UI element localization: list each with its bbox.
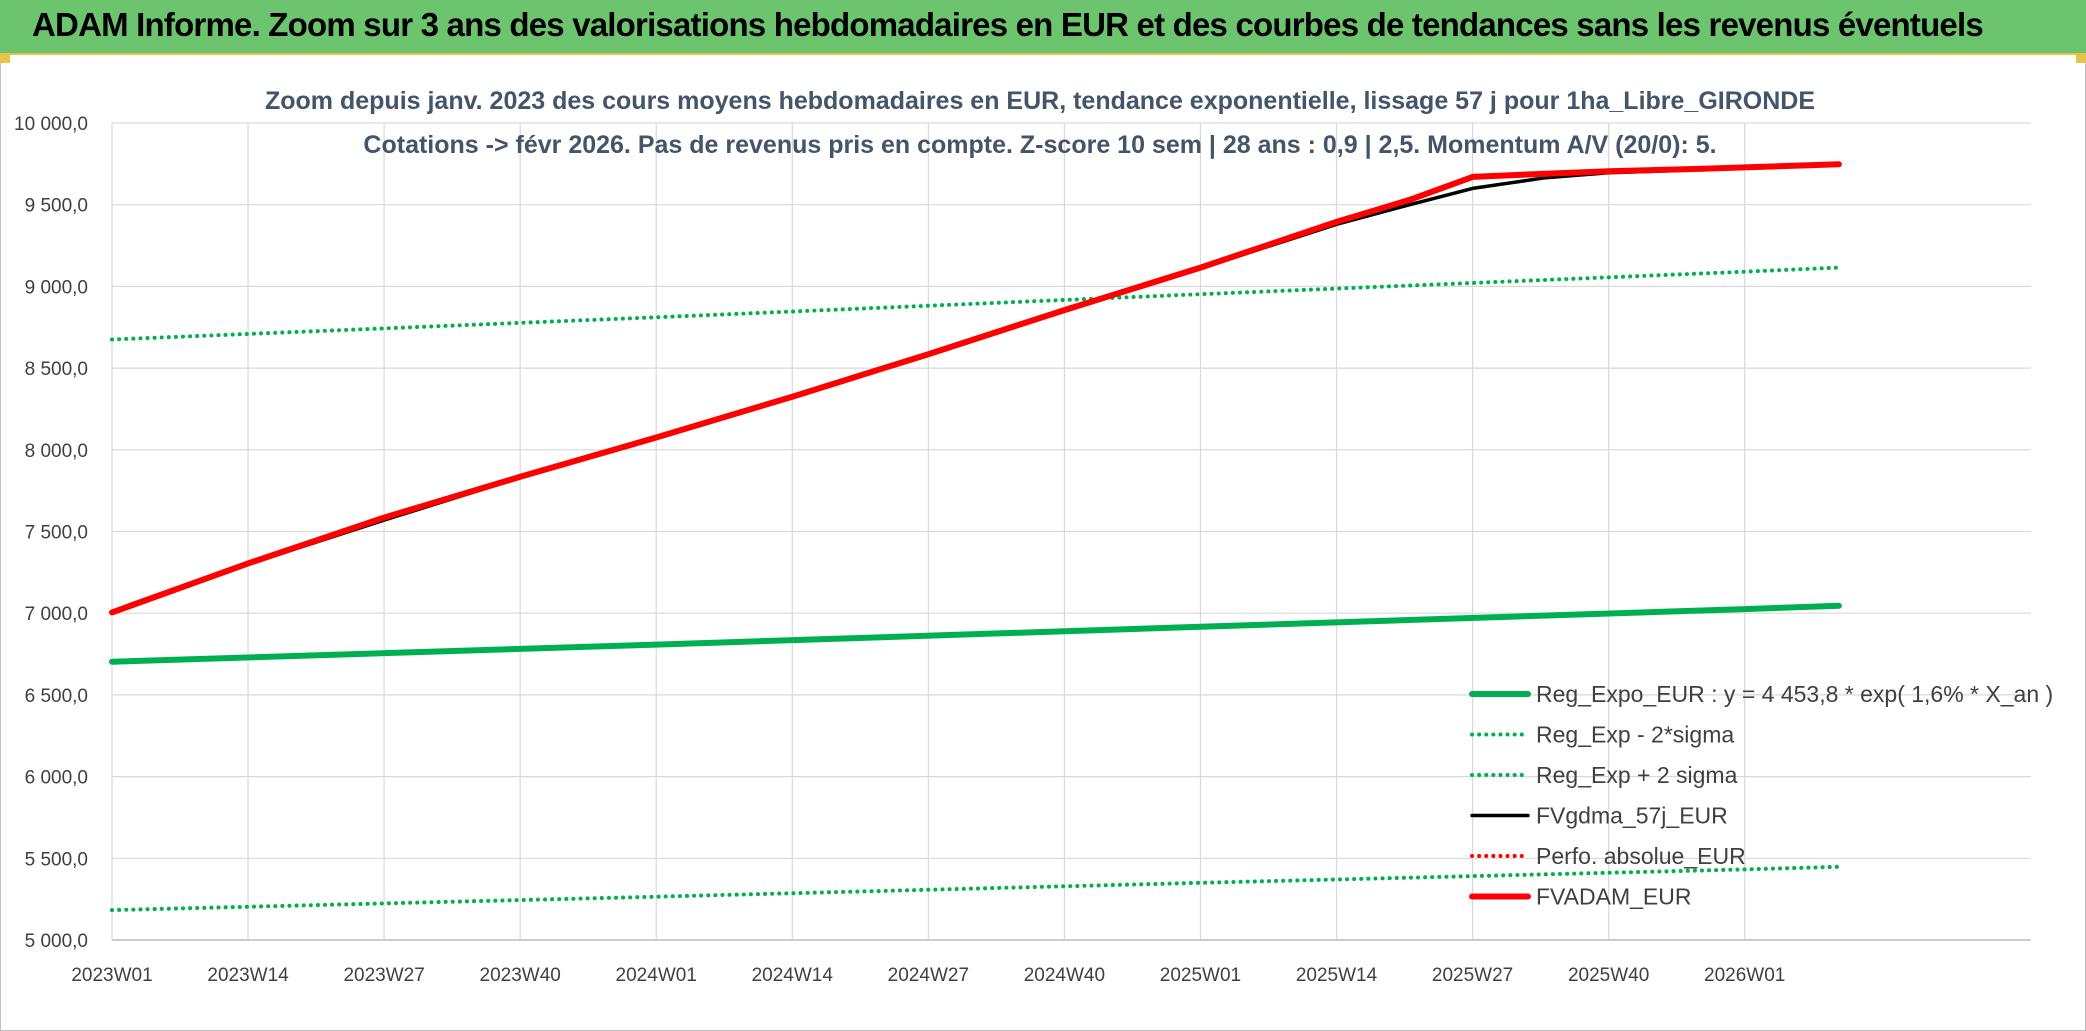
y-tick-label: 5 000,0 (25, 931, 88, 952)
y-tick-label: 10 000,0 (14, 114, 88, 135)
x-tick-label: 2023W14 (207, 965, 289, 986)
y-tick-label: 9 000,0 (25, 277, 88, 298)
series-lines (109, 161, 1842, 913)
legend-label: Reg_Exp - 2*sigma (1536, 722, 1734, 748)
y-tick-label: 6 000,0 (25, 768, 88, 789)
series-line (110, 864, 1841, 913)
x-tick-label: 2025W27 (1432, 965, 1513, 986)
y-tick-label: 7 000,0 (25, 604, 88, 625)
x-tick-label: 2025W40 (1568, 965, 1649, 986)
y-tick-label: 8 500,0 (25, 359, 88, 380)
legend-label: Perfo. absolue_EUR (1536, 843, 1746, 869)
series-line (109, 161, 1842, 616)
y-tick-label: 6 500,0 (25, 686, 88, 707)
x-tick-label: 2024W27 (888, 965, 969, 986)
x-tick-label: 2023W27 (343, 965, 424, 986)
legend-label: Reg_Expo_EUR : y = 4 453,8 * exp( 1,6% *… (1536, 681, 2053, 707)
legend-label: FVADAM_EUR (1536, 884, 1692, 910)
series-line (110, 162, 1841, 615)
x-tick-label: 2026W01 (1704, 965, 1785, 986)
y-tick-label: 8 000,0 (25, 441, 88, 462)
legend-label: Reg_Exp + 2 sigma (1536, 762, 1738, 788)
x-tick-label: 2023W40 (480, 965, 561, 986)
report-title: ADAM Informe. Zoom sur 3 ans des valoris… (32, 6, 1984, 43)
series-line (109, 602, 1842, 665)
x-tick-label: 2024W01 (616, 965, 697, 986)
series-line (110, 162, 1841, 615)
chart-title-line2: Cotations -> févr 2026. Pas de revenus p… (363, 131, 1716, 159)
corner-mark (2076, 53, 2086, 63)
x-axis-ticks: 2023W01 2023W14 2023W27 2023W40 2024W01 2024W… (71, 965, 1785, 986)
x-tick-label: 2023W01 (71, 965, 152, 986)
chart-title-line1: Zoom depuis janv. 2023 des cours moyens … (265, 87, 1815, 115)
corner-mark (0, 53, 10, 63)
y-tick-label: 5 500,0 (25, 849, 88, 870)
y-tick-label: 9 500,0 (25, 196, 88, 217)
x-tick-label: 2024W14 (752, 965, 834, 986)
legend-label: FVgdma_57j_EUR (1536, 803, 1728, 829)
gridlines (111, 122, 2031, 941)
x-tick-label: 2024W40 (1024, 965, 1105, 986)
report-banner: ADAM Informe. Zoom sur 3 ans des valoris… (0, 0, 2086, 55)
x-tick-label: 2025W01 (1160, 965, 1241, 986)
y-axis-ticks: 5 000,0 5 500,0 6 000,0 6 500,0 7 000,0 7 500… (14, 114, 88, 952)
series-line (110, 265, 1841, 342)
x-tick-label: 2025W14 (1296, 965, 1378, 986)
y-tick-label: 7 500,0 (25, 523, 88, 544)
legend: Reg_Expo_EUR : y = 4 453,8 * exp( 1,6% *… (1469, 681, 2053, 910)
